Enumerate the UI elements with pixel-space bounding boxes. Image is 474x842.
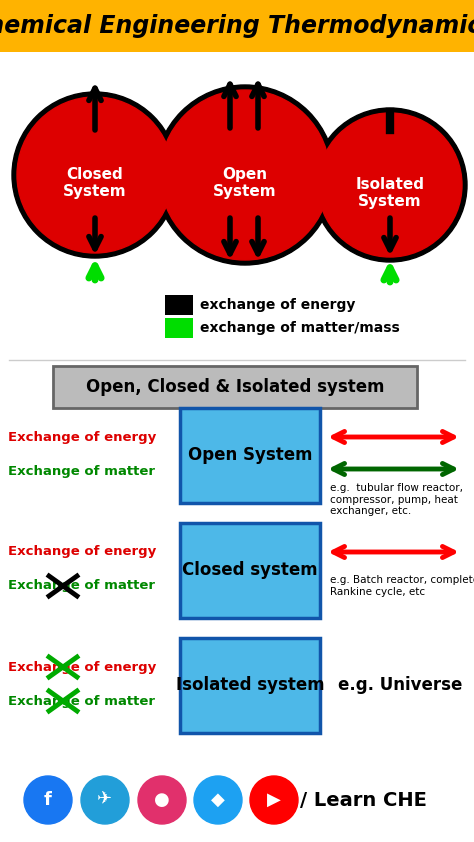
Circle shape [138, 776, 186, 824]
Text: Chemical Engineering Thermodynamics.: Chemical Engineering Thermodynamics. [0, 14, 474, 38]
Bar [165, 295, 193, 315]
Circle shape [81, 776, 129, 824]
Circle shape [194, 776, 242, 824]
Text: ▶: ▶ [267, 791, 281, 809]
Text: Exchange of matter: Exchange of matter [8, 695, 155, 707]
Text: / Learn CHE: / Learn CHE [300, 791, 427, 809]
Bar [180, 408, 320, 503]
Circle shape [17, 97, 173, 253]
Text: Exchange of matter: Exchange of matter [8, 579, 155, 593]
Bar [0, 0, 474, 52]
Bar [180, 638, 320, 733]
Text: ●: ● [154, 791, 170, 809]
Bar [165, 318, 193, 338]
Text: Closed system: Closed system [182, 561, 318, 579]
Text: Isolated system: Isolated system [176, 676, 324, 694]
Circle shape [313, 108, 467, 262]
Text: e.g. Universe: e.g. Universe [338, 676, 462, 694]
Text: Open
System: Open System [213, 167, 277, 200]
Text: e.g.  tubular flow reactor,
compressor, pump, heat
exchanger, etc.: e.g. tubular flow reactor, compressor, p… [330, 483, 463, 516]
Circle shape [12, 92, 178, 258]
Text: f: f [44, 791, 52, 809]
Text: Closed
System: Closed System [63, 167, 127, 200]
Text: Open System: Open System [188, 446, 312, 464]
Circle shape [160, 90, 330, 260]
Text: Exchange of energy: Exchange of energy [8, 546, 156, 558]
Text: Open, Closed & Isolated system: Open, Closed & Isolated system [86, 378, 384, 396]
Text: ◆: ◆ [211, 791, 225, 809]
Text: Exchange of energy: Exchange of energy [8, 430, 156, 444]
Text: Isolated
System: Isolated System [356, 177, 425, 209]
Text: Exchange of energy: Exchange of energy [8, 660, 156, 674]
Bar [180, 523, 320, 618]
Text: e.g. Batch reactor, complete
Rankine cycle, etc: e.g. Batch reactor, complete Rankine cyc… [330, 575, 474, 597]
Circle shape [24, 776, 72, 824]
Text: exchange of matter/mass: exchange of matter/mass [200, 321, 400, 335]
Text: Exchange of matter: Exchange of matter [8, 465, 155, 477]
Text: exchange of energy: exchange of energy [200, 298, 356, 312]
Circle shape [250, 776, 298, 824]
FancyBboxPatch shape [53, 366, 417, 408]
Circle shape [155, 85, 335, 265]
Circle shape [318, 113, 462, 257]
Text: ✈: ✈ [98, 791, 112, 809]
